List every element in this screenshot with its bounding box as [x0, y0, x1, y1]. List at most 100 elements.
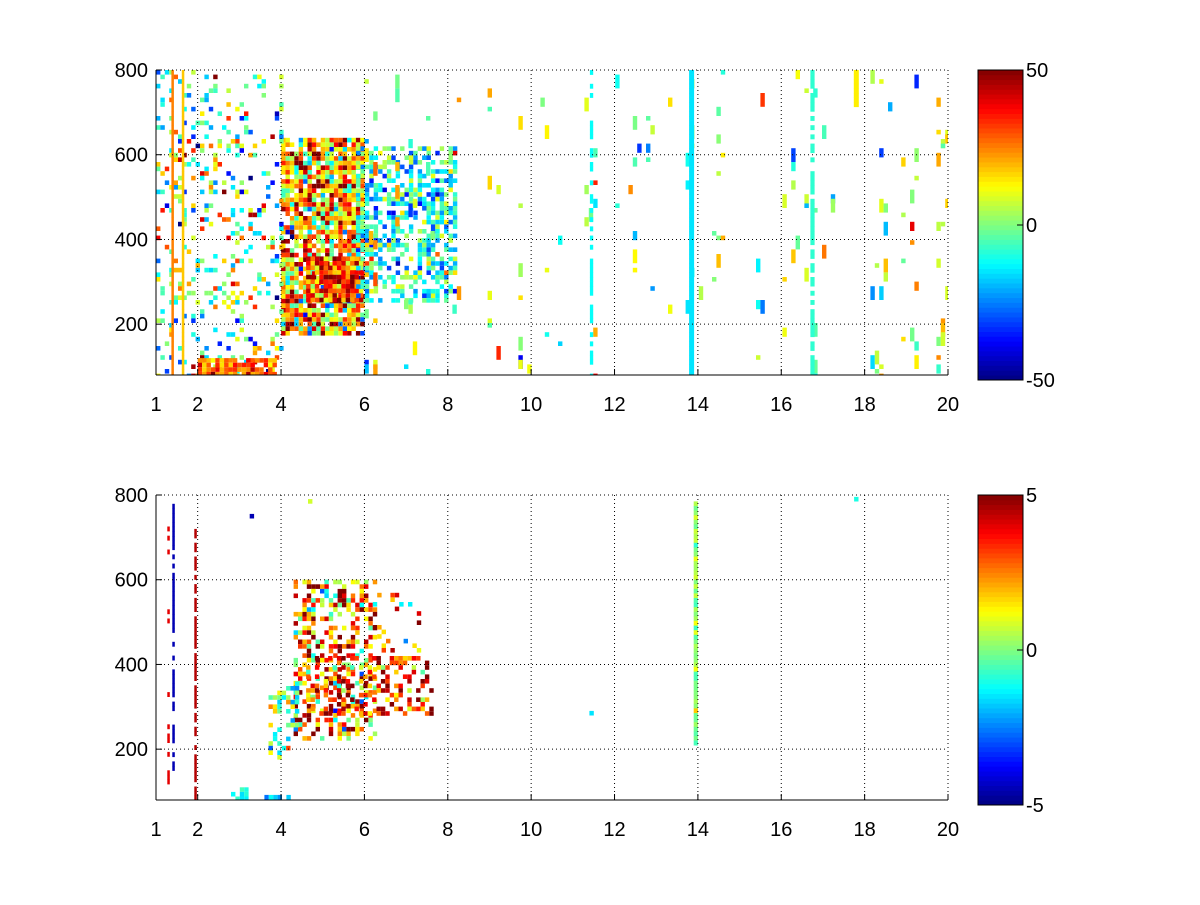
- heatmap-cell: [518, 116, 523, 130]
- heatmap-cell: [444, 298, 449, 303]
- heatmap-cell: [378, 242, 383, 248]
- heatmap-cell: [360, 142, 365, 147]
- heatmap-cell: [333, 229, 339, 235]
- heatmap-column-cell: [167, 779, 170, 785]
- heatmap-cell: [351, 303, 356, 308]
- heatmap-column-cell: [693, 529, 698, 534]
- heatmap-cell: [333, 317, 339, 322]
- heatmap-cell: [268, 367, 273, 372]
- heatmap-column-cell: [693, 722, 698, 728]
- heatmap-cell: [289, 165, 295, 170]
- heatmap-cell: [407, 697, 412, 702]
- heatmap-cell: [412, 341, 418, 356]
- heatmap-cell: [329, 229, 334, 235]
- heatmap-column-cell: [693, 671, 698, 677]
- heatmap-cell: [356, 219, 361, 225]
- heatmap-cell: [830, 198, 836, 213]
- heatmap-cell: [270, 240, 275, 245]
- heatmap-cell: [408, 178, 414, 183]
- heatmap-cell: [294, 312, 299, 318]
- heatmap-cell: [213, 180, 218, 185]
- heatmap-cell: [355, 703, 360, 709]
- heatmap-cell: [268, 362, 273, 368]
- heatmap-cell: [298, 303, 304, 308]
- colorbar-segment: [978, 582, 1023, 588]
- heatmap-cell: [303, 160, 308, 166]
- heatmap-cell: [382, 233, 387, 239]
- heatmap-cell: [452, 160, 458, 165]
- heatmap-cell: [430, 192, 436, 197]
- heatmap-cell: [272, 736, 278, 742]
- heatmap-cell: [294, 206, 299, 212]
- heatmap-cell: [430, 210, 436, 216]
- heatmap-column-cell: [171, 162, 174, 167]
- heatmap-cell: [314, 293, 320, 298]
- heatmap-column-cell: [693, 552, 698, 557]
- heatmap-cell: [329, 188, 334, 193]
- heatmap-cell: [329, 156, 334, 161]
- heatmap-column-cell: [693, 653, 698, 659]
- heatmap-column-cell: [181, 300, 185, 305]
- heatmap-cell: [298, 317, 304, 322]
- heatmap-cell: [373, 162, 378, 176]
- heatmap-cell: [320, 211, 326, 216]
- heatmap-cell: [350, 256, 355, 261]
- heatmap-column-cell: [181, 277, 185, 282]
- heatmap-cell: [391, 219, 396, 225]
- heatmap-cell: [246, 367, 251, 372]
- heatmap-column-cell: [693, 621, 698, 626]
- heatmap-cell: [430, 201, 436, 206]
- heatmap-cell: [389, 656, 395, 661]
- heatmap-cell: [358, 679, 364, 684]
- heatmap-cell: [378, 256, 383, 262]
- heatmap-cell: [378, 261, 383, 266]
- heatmap-cell: [191, 332, 196, 337]
- heatmap-cell: [342, 137, 348, 143]
- heatmap-column-cell: [689, 194, 695, 200]
- heatmap-cell: [333, 308, 339, 313]
- heatmap-column-cell: [810, 355, 815, 361]
- heatmap-column-cell: [171, 300, 174, 305]
- heatmap-cell: [235, 281, 240, 287]
- heatmap-cell: [328, 616, 334, 622]
- heatmap-column-cell: [171, 70, 174, 75]
- heatmap-column-cell: [689, 102, 695, 108]
- x-tick-label: 8: [442, 394, 453, 416]
- colorbar-segment: [978, 103, 1023, 110]
- heatmap-cell: [281, 252, 286, 258]
- heatmap-cell: [439, 146, 445, 151]
- heatmap-cell: [191, 70, 196, 75]
- heatmap-cell: [408, 229, 414, 234]
- heatmap-column-cell: [810, 212, 815, 218]
- heatmap-cell: [404, 364, 409, 369]
- heatmap-column-cell: [689, 300, 695, 305]
- heatmap-cell: [328, 274, 333, 280]
- heatmap-cell: [325, 239, 330, 244]
- heatmap-column-cell: [172, 738, 175, 744]
- heatmap-cell: [306, 657, 312, 663]
- heatmap-cell: [373, 196, 379, 202]
- heatmap-cell: [259, 371, 264, 375]
- heatmap-cell: [311, 271, 317, 276]
- heatmap-cell: [424, 660, 430, 666]
- heatmap-cell: [354, 256, 359, 261]
- heatmap-cell: [416, 648, 422, 653]
- heatmap-cell: [324, 630, 329, 635]
- heatmap-column-cell: [181, 350, 185, 356]
- heatmap-cell: [883, 221, 888, 236]
- heatmap-cell: [266, 185, 271, 190]
- heatmap-cell: [350, 656, 355, 661]
- heatmap-cell: [382, 284, 387, 289]
- heatmap-column-cell: [810, 198, 815, 204]
- heatmap-cell: [235, 139, 240, 144]
- heatmap-cell: [277, 704, 282, 709]
- heatmap-cell: [372, 607, 378, 612]
- heatmap-column-cell: [689, 162, 695, 167]
- heatmap-column-cell: [689, 290, 695, 296]
- heatmap-cell: [372, 731, 378, 737]
- heatmap-cell: [354, 288, 359, 294]
- heatmap-cell: [350, 683, 355, 689]
- heatmap-cell: [347, 229, 352, 235]
- heatmap-cell: [213, 304, 218, 310]
- colorbar-segment: [978, 567, 1023, 573]
